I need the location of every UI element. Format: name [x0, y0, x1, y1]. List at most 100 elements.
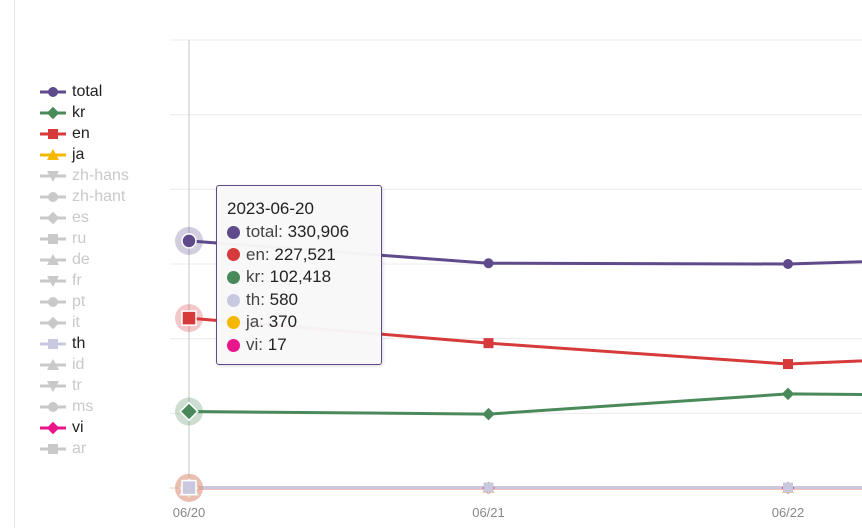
point-en-1: [483, 338, 494, 349]
series-markers: [175, 226, 795, 502]
tooltip-dot-icon: [227, 316, 240, 330]
legend-item-id[interactable]: id: [40, 354, 170, 375]
point-total-0: [181, 233, 197, 249]
tooltip-row-en: en: 227,521: [227, 244, 371, 267]
legend-label: ar: [72, 440, 87, 457]
x-tick-label: 06/20: [173, 505, 206, 520]
point-total-2: [783, 259, 793, 269]
tooltip-separator: :: [260, 289, 270, 309]
legend-marker-ru: [40, 233, 66, 244]
legend-marker-ms: [40, 401, 66, 412]
tooltip-rows: total: 330,906 en: 227,521 kr: 102,418 th: …: [227, 221, 371, 357]
legend-label: ru: [72, 230, 87, 247]
tooltip-series-value: 102,418: [269, 267, 332, 287]
tooltip-series-name: en: [246, 244, 265, 264]
tooltip-row-kr: kr: 102,418: [227, 266, 371, 289]
point-th-0: [181, 479, 197, 496]
legend-label: es: [72, 209, 89, 226]
tooltip-separator: :: [259, 312, 269, 332]
legend-label: en: [72, 125, 90, 142]
point-th-1: [483, 482, 494, 493]
legend-label: fr: [72, 272, 82, 289]
legend-item-zh-hant[interactable]: zh-hant: [40, 186, 170, 207]
legend: total kr en ja zh-hans zh-hant es ru de fr pt it th i…: [40, 81, 170, 459]
tooltip-series-name: th: [246, 289, 261, 309]
legend-label: zh-hant: [72, 188, 126, 205]
legend-marker-it: [40, 316, 66, 329]
point-kr-2: [781, 387, 795, 401]
legend-marker-de: [40, 253, 66, 265]
tooltip-row-total: total: 330,906: [227, 221, 371, 244]
legend-label: id: [72, 356, 85, 373]
legend-marker-pt: [40, 296, 66, 307]
legend-marker-fr: [40, 275, 66, 287]
legend-marker-th: [40, 338, 66, 349]
legend-item-en[interactable]: en: [40, 123, 170, 144]
legend-item-ms[interactable]: ms: [40, 396, 170, 417]
tooltip-series-value: 370: [268, 312, 298, 332]
tooltip-dot-icon: [227, 293, 240, 307]
legend-marker-zh-hans: [40, 170, 66, 182]
legend-item-ar[interactable]: ar: [40, 438, 170, 459]
point-th-2: [783, 482, 793, 493]
legend-marker-ja: [40, 148, 66, 160]
legend-item-ja[interactable]: ja: [40, 144, 170, 165]
x-tick-label: 06/22: [772, 505, 805, 520]
legend-label: kr: [72, 104, 86, 121]
point-total-1: [483, 258, 494, 269]
legend-item-zh-hans[interactable]: zh-hans: [40, 165, 170, 186]
legend-item-de[interactable]: de: [40, 249, 170, 270]
tooltip-series-value: 580: [269, 289, 299, 309]
tooltip-row-ja: ja: 370: [227, 311, 371, 334]
tooltip-series-value: 330,906: [287, 222, 350, 241]
tooltip-series-value: 17: [267, 334, 287, 354]
legend-item-pt[interactable]: pt: [40, 291, 170, 312]
tooltip-separator: :: [264, 244, 275, 264]
legend-marker-kr: [40, 106, 66, 119]
x-tick-label: 06/21: [472, 505, 505, 520]
legend-label: pt: [72, 293, 86, 310]
legend-marker-en: [40, 128, 66, 139]
series-line-kr: [188, 392, 862, 416]
legend-item-it[interactable]: it: [40, 312, 170, 333]
tooltip-dot-icon: [227, 270, 240, 284]
tooltip: 2023-06-20 total: 330,906 en: 227,521 kr: …: [216, 185, 382, 365]
tooltip-date: 2023-06-20: [227, 199, 314, 218]
legend-marker-total: [40, 86, 66, 97]
tooltip-separator: :: [278, 222, 288, 241]
legend-label: de: [72, 251, 90, 268]
legend-marker-tr: [40, 380, 66, 392]
legend-item-th[interactable]: th: [40, 333, 170, 354]
tooltip-dot-icon: [227, 338, 240, 352]
legend-label: ja: [72, 146, 85, 163]
legend-marker-vi: [40, 421, 66, 434]
legend-label: total: [72, 83, 103, 100]
legend-item-es[interactable]: es: [40, 207, 170, 228]
legend-item-ru[interactable]: ru: [40, 228, 170, 249]
tooltip-separator: :: [260, 267, 270, 287]
tooltip-row-th: th: 580: [227, 289, 371, 312]
point-en-0: [181, 310, 197, 326]
legend-marker-id: [40, 358, 66, 370]
tooltip-dot-icon: [227, 225, 240, 239]
point-kr-0: [179, 401, 199, 422]
tooltip-separator: :: [258, 334, 268, 354]
legend-marker-es: [40, 211, 66, 224]
legend-item-fr[interactable]: fr: [40, 270, 170, 291]
legend-label: th: [72, 335, 86, 352]
legend-item-tr[interactable]: tr: [40, 375, 170, 396]
point-en-2: [783, 359, 793, 370]
legend-marker-zh-hant: [40, 191, 66, 202]
legend-label: tr: [72, 377, 82, 394]
tooltip-row-vi: vi: 17: [227, 334, 371, 357]
tooltip-dot-icon: [227, 248, 240, 262]
tooltip-series-name: vi: [246, 334, 259, 354]
tooltip-series-name: kr: [246, 267, 261, 287]
legend-item-total[interactable]: total: [40, 81, 170, 102]
legend-item-kr[interactable]: kr: [40, 102, 170, 123]
tooltip-series-name: ja: [246, 312, 260, 332]
legend-item-vi[interactable]: vi: [40, 417, 170, 438]
legend-marker-ar: [40, 443, 66, 454]
